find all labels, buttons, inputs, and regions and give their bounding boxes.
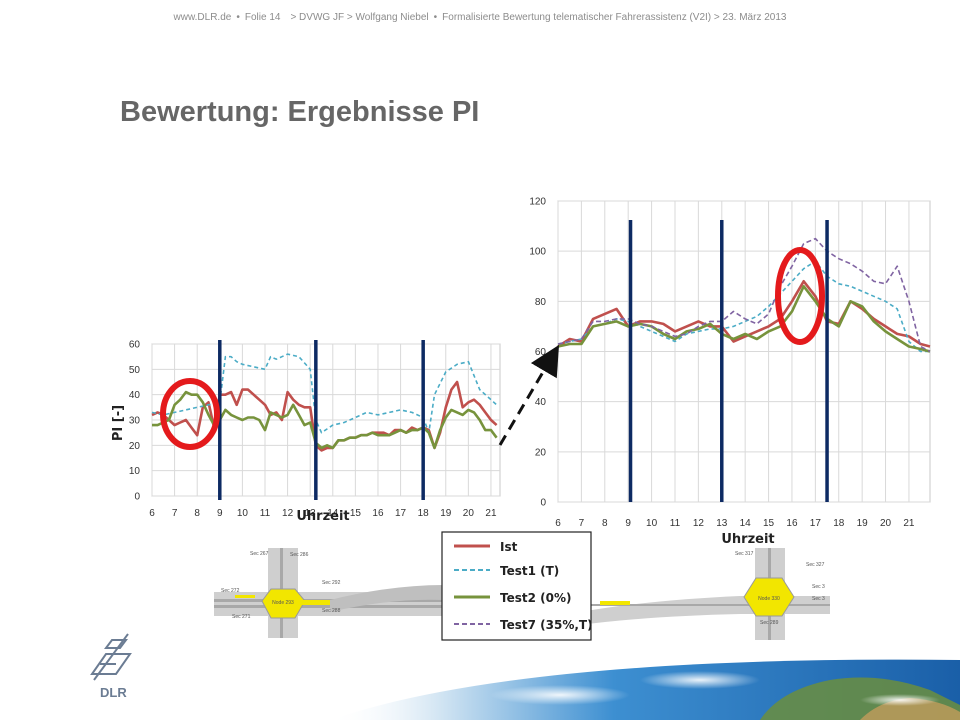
legend-label-ist: Ist: [500, 540, 518, 554]
x-tick-label: 15: [763, 518, 775, 529]
map-label: Sec 286: [290, 552, 309, 558]
right-chart-y-ticks: 0 20 40 60 80 100 120: [529, 197, 546, 509]
map-label: Node 330: [758, 596, 780, 602]
right-chart-grid: [557, 200, 931, 503]
x-tick-label: 9: [217, 508, 223, 519]
x-tick-label: 6: [555, 518, 561, 529]
header-path: > DVWG JF > Wolfgang Niebel: [290, 12, 429, 23]
x-tick-label: 19: [440, 508, 452, 519]
map-label: Sec 292: [322, 580, 341, 586]
y-tick-label: 0: [540, 498, 546, 509]
y-tick-label: 100: [529, 247, 546, 258]
x-tick-label: 18: [418, 508, 430, 519]
x-tick-label: 13: [305, 508, 317, 519]
left-highlight-circle: [160, 378, 220, 450]
x-tick-label: 10: [237, 508, 249, 519]
x-tick-label: 13: [716, 518, 728, 529]
node-293-icon: [261, 588, 306, 619]
series-line-test2-0: [152, 390, 498, 450]
x-tick-label: 15: [350, 508, 362, 519]
left-chart-y-ticks: 0 10 20 30 40 50 60: [129, 340, 141, 503]
x-tick-label: 12: [282, 508, 294, 519]
y-tick-label: 80: [535, 297, 547, 308]
y-tick-label: 10: [129, 466, 141, 477]
y-tick-label: 60: [535, 347, 547, 358]
left-chart-y-label: PI [-]: [111, 405, 126, 441]
x-tick-label: 8: [194, 508, 200, 519]
x-tick-label: 12: [693, 518, 705, 529]
y-tick-label: 30: [129, 416, 141, 427]
map-label: Sec 267: [250, 551, 269, 557]
map-label: Sec 272: [221, 588, 240, 594]
right-highlight-circle: [775, 247, 825, 345]
left-chart-x-label: Uhrzeit: [296, 509, 349, 524]
x-tick-label: 7: [172, 508, 178, 519]
y-tick-label: 20: [129, 441, 141, 452]
right-chart-series: [557, 237, 931, 353]
x-tick-label: 21: [485, 508, 497, 519]
legend-label-test1: Test1 (T): [500, 564, 559, 578]
right-chart-time-markers: [628, 220, 829, 502]
y-tick-label: 0: [134, 492, 140, 503]
right-chart-x-label: Uhrzeit: [721, 532, 774, 547]
x-tick-label: 16: [786, 518, 798, 529]
x-tick-label: 18: [833, 518, 845, 529]
x-tick-label: 14: [327, 508, 339, 519]
intersection-map-left: Node 293 Sec 267 Sec 286 Sec 272 Sec 292…: [214, 548, 444, 638]
left-chart-grid: [151, 343, 501, 497]
x-tick-label: 11: [260, 508, 271, 519]
x-tick-label: 7: [579, 518, 585, 529]
y-tick-label: 40: [535, 397, 547, 408]
map-label: Sec 271: [232, 614, 251, 620]
map-label: Sec 3: [812, 596, 825, 602]
right-chart-x-ticks: 6 7 8 9 10 11 12 13 14 15 16 17 18 19 20 21: [555, 518, 915, 529]
right-pi-chart: 0 20 40 60 80 100 120 6 7 8 9 10 11 12 13 14 15 16 17 18 19…: [529, 197, 931, 547]
zoom-arrow: [498, 344, 560, 446]
x-tick-label: 16: [372, 508, 384, 519]
x-tick-label: 9: [625, 518, 631, 529]
header-topic: Formalisierte Bewertung telematischer Fa…: [442, 12, 787, 23]
header-site: www.DLR.de: [173, 12, 232, 23]
map-label: Sec 3: [812, 584, 825, 590]
map-label: Sec 288: [322, 608, 341, 614]
series-line-test2-0: [557, 284, 931, 353]
y-tick-label: 50: [129, 365, 141, 376]
map-label: Node 293: [272, 600, 294, 606]
dlr-logo-icon: [90, 633, 132, 681]
map-label: Sec 317: [735, 551, 754, 557]
x-tick-label: 10: [646, 518, 658, 529]
earth-banner: [330, 659, 960, 720]
legend-label-test2: Test2 (0%): [500, 591, 571, 605]
y-tick-label: 120: [529, 197, 546, 208]
chart-legend: Ist Test1 (T) Test2 (0%) Test7 (35%,T): [441, 531, 593, 641]
x-tick-label: 17: [395, 508, 407, 519]
left-pi-chart: 0 10 20 30 40 50 60 6 7 8 9 10 11 12 13 14 15 16 17 18 19 20…: [111, 340, 501, 524]
x-tick-label: 21: [903, 518, 915, 529]
y-tick-label: 60: [129, 340, 141, 351]
x-tick-label: 20: [463, 508, 475, 519]
legend-label-test7: Test7 (35%,T): [500, 618, 593, 632]
left-chart-time-markers: [218, 340, 425, 500]
y-tick-label: 40: [129, 390, 141, 401]
map-label: Sec 289: [760, 620, 779, 626]
x-tick-label: 11: [670, 518, 681, 529]
x-tick-label: 19: [857, 518, 869, 529]
x-tick-label: 6: [149, 508, 155, 519]
page-title: Bewertung: Ergebnisse PI: [120, 96, 480, 128]
x-tick-label: 14: [740, 518, 752, 529]
y-tick-label: 20: [535, 447, 547, 458]
x-tick-label: 8: [602, 518, 608, 529]
x-tick-label: 17: [810, 518, 822, 529]
node-330-icon: [743, 577, 795, 617]
left-chart-x-ticks: 6 7 8 9 10 11 12 13 14 15 16 17 18 19 20 21: [149, 508, 497, 519]
slide-header: www.DLR.de • Folie 14 > DVWG JF > Wolfgang …: [173, 12, 787, 23]
dlr-logo-text: DLR: [100, 685, 127, 700]
series-line-test7-35-t: [557, 237, 931, 353]
map-label: Sec 327: [806, 562, 825, 568]
intersection-map-right: Node 330 Sec 317 Sec 327 Sec 3 Sec 289 S…: [580, 548, 830, 640]
x-tick-label: 20: [880, 518, 892, 529]
header-slide: Folie 14: [244, 12, 281, 23]
